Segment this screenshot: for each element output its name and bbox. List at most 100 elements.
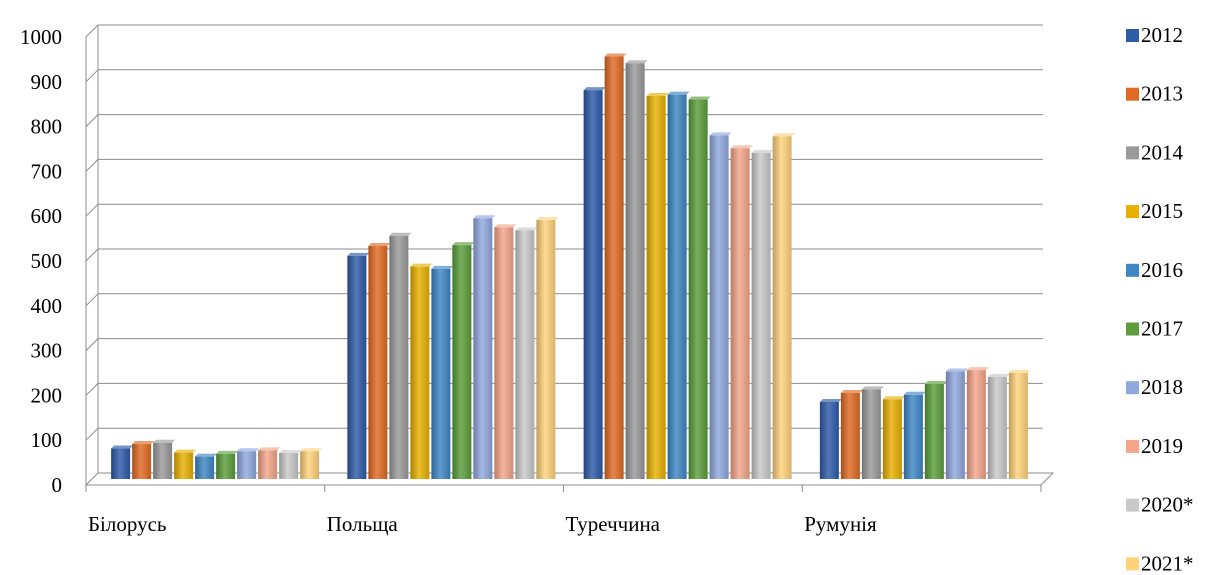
bar-top [410, 263, 433, 267]
bar-top [132, 441, 155, 445]
bar-top [431, 265, 454, 269]
legend-label: 2013 [1141, 82, 1183, 106]
axes [84, 25, 1055, 492]
bar-top [473, 215, 496, 219]
bar [840, 392, 860, 479]
legend-swatch [1126, 205, 1139, 219]
bar [410, 266, 430, 479]
bar-top [494, 224, 517, 228]
legend-label: 2014 [1141, 140, 1184, 164]
legend-swatch [1126, 439, 1139, 453]
bars [111, 53, 1031, 480]
bar [819, 401, 839, 479]
legend-swatch [1126, 557, 1139, 571]
bar-top [966, 367, 989, 371]
bar [583, 90, 603, 480]
y-tick-label: 500 [31, 249, 63, 273]
bar [772, 136, 792, 479]
gridline-depth [85, 24, 99, 38]
legend-label: 2012 [1141, 23, 1183, 47]
gridline-depth [85, 293, 99, 307]
gridline-depth [85, 159, 99, 172]
bar-top [195, 453, 218, 457]
legend-swatch [1126, 381, 1139, 395]
bar-top [237, 448, 260, 452]
bar [924, 384, 944, 479]
bar [646, 95, 666, 480]
bar [903, 394, 923, 479]
y-tick-label: 700 [31, 159, 63, 183]
bar [431, 268, 451, 479]
bar-top [709, 132, 732, 136]
legend-swatch [1126, 322, 1139, 336]
bar [389, 235, 409, 479]
legend-label: 2016 [1141, 258, 1183, 282]
bar [111, 448, 131, 479]
bar [945, 371, 965, 479]
bar [195, 456, 215, 479]
bar [966, 370, 986, 479]
bar [347, 255, 367, 479]
legend-swatch [1126, 87, 1139, 101]
bar-top [515, 227, 538, 231]
bar [1008, 372, 1028, 479]
legend-label: 2018 [1141, 375, 1183, 399]
bar [515, 230, 535, 479]
legend-swatch [1126, 263, 1139, 277]
category-labels: Білорусь Польща Туреччина Румунія [88, 512, 877, 536]
legend-label: 2019 [1141, 434, 1183, 458]
y-tick-label: 800 [31, 115, 63, 139]
bar [667, 94, 687, 479]
legend-swatch [1126, 498, 1139, 512]
gridline-depth [85, 114, 99, 127]
bar [882, 399, 902, 479]
bar-top [347, 252, 370, 256]
gridline-depth [85, 338, 99, 351]
y-tick-label: 0 [52, 473, 63, 497]
bar-top [625, 60, 648, 64]
bar [216, 453, 236, 479]
legend-label: 2020* [1141, 493, 1194, 517]
category-label: Польща [327, 512, 399, 536]
bar-top [861, 386, 884, 390]
category-label: Туреччина [566, 512, 661, 536]
bar-top [924, 381, 947, 385]
bar [604, 56, 624, 479]
bar [536, 220, 556, 479]
legend-swatch [1126, 146, 1139, 160]
gridline-depth [85, 69, 99, 83]
legend-label: 2017 [1141, 317, 1183, 341]
y-tick-labels: 0 100 200 300 400 500 600 700 800 900 1000 [20, 25, 62, 497]
bar [751, 152, 771, 479]
bar-top [279, 450, 302, 454]
bar-top [688, 96, 711, 100]
y-tick-label: 300 [31, 339, 63, 363]
bar [452, 245, 472, 479]
bar-top [772, 133, 795, 137]
y-tick-label: 400 [31, 294, 63, 318]
bar-top [604, 53, 627, 57]
bar-top [882, 396, 905, 400]
y-tick-label: 200 [31, 383, 63, 407]
legend: 2012 2013 2014 2015 2016 2017 2018 2019 2020* 202… [1126, 23, 1194, 575]
bar [473, 218, 493, 479]
bar [861, 389, 881, 479]
gridline-depth [85, 383, 99, 396]
bar [709, 135, 729, 479]
gridlines [85, 24, 1043, 441]
bar [730, 148, 750, 479]
bar-top [111, 445, 134, 449]
legend-label: 2021* [1141, 551, 1194, 575]
bar [625, 63, 645, 479]
bar-top [389, 232, 412, 236]
y-tick-label: 600 [31, 204, 63, 228]
y-tick-label: 900 [31, 70, 63, 94]
bar [688, 99, 708, 479]
bar-top [667, 91, 690, 95]
bar-top [819, 398, 842, 402]
bar [279, 453, 299, 479]
category-label: Румунія [804, 512, 877, 536]
bar [258, 450, 278, 479]
bar-top [1008, 369, 1031, 373]
bar-top [536, 217, 559, 221]
